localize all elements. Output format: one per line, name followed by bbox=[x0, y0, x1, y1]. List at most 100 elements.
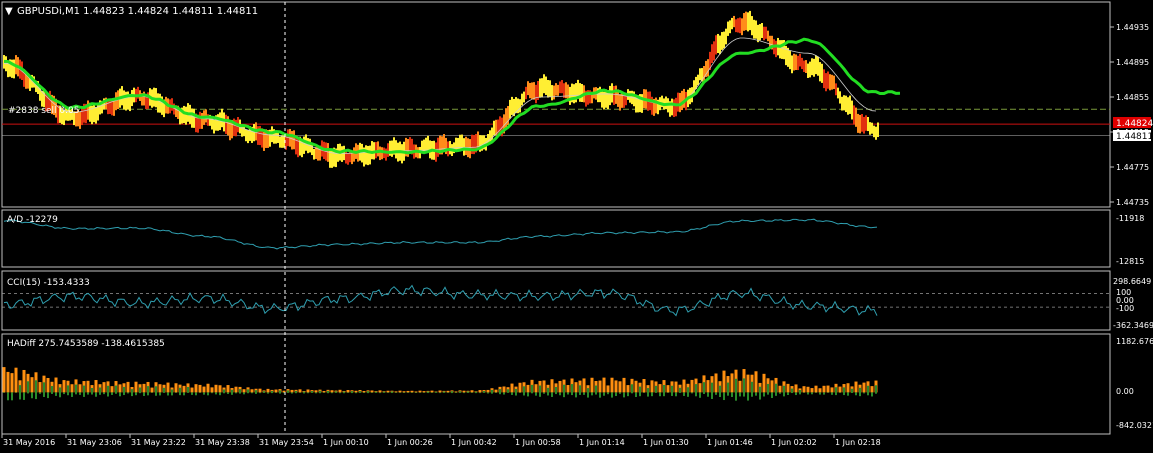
hadiff-bar-positive bbox=[738, 380, 742, 393]
hadiff-bar-negative bbox=[719, 392, 721, 398]
hadiff-bar-negative bbox=[511, 392, 513, 395]
hadiff-bar-overlay bbox=[539, 385, 541, 393]
hadiff-bar-positive bbox=[826, 385, 830, 393]
hadiff-bar-positive bbox=[306, 389, 310, 393]
hadiff-bar-positive bbox=[226, 385, 230, 393]
time-tick-label: 31 May 23:54 bbox=[259, 438, 314, 447]
hadiff-bar-overlay bbox=[851, 388, 853, 393]
hadiff-bar-negative bbox=[531, 392, 533, 394]
hadiff-bar-negative bbox=[51, 392, 53, 394]
hadiff-bar-overlay bbox=[43, 382, 45, 393]
cci-tick-max: 298.6649 bbox=[1113, 277, 1151, 286]
hadiff-bar-negative bbox=[851, 392, 853, 394]
hadiff-bar-negative bbox=[875, 392, 877, 394]
hadiff-bar-overlay bbox=[523, 386, 525, 393]
hadiff-bar-overlay bbox=[443, 391, 445, 393]
hadiff-bar-negative bbox=[31, 392, 33, 399]
hadiff-bar-negative bbox=[615, 392, 617, 397]
hadiff-bar-negative bbox=[255, 392, 257, 394]
pane-frames bbox=[1, 1, 1111, 435]
hadiff-bar-negative bbox=[579, 392, 581, 395]
hadiff-bar-negative bbox=[479, 392, 481, 394]
hadiff-bar-overlay bbox=[459, 391, 461, 393]
hadiff-bar-negative bbox=[375, 392, 377, 393]
hadiff-bar-negative bbox=[63, 392, 65, 395]
hadiff-bar-negative bbox=[727, 392, 729, 396]
hadiff-bar-overlay bbox=[287, 390, 289, 393]
hadiff-bar-overlay bbox=[547, 387, 549, 393]
hadiff-bar-positive bbox=[214, 384, 218, 393]
hadiff-bar-overlay bbox=[391, 391, 393, 393]
hadiff-bar-negative bbox=[347, 392, 349, 393]
hadiff-bar-positive bbox=[62, 380, 66, 393]
hadiff-bar-positive bbox=[14, 367, 18, 393]
time-tick-label: 31 May 23:38 bbox=[195, 438, 250, 447]
hadiff-bar-positive bbox=[242, 389, 246, 393]
hadiff-bar-negative bbox=[855, 392, 857, 396]
hadiff-bar-negative bbox=[739, 392, 741, 397]
cci-label: CCI(15) -153.4333 bbox=[7, 278, 90, 288]
hadiff-bar-positive bbox=[642, 379, 646, 393]
hadiff-bar-overlay bbox=[99, 387, 101, 393]
collapse-triangle-icon[interactable]: ▼ bbox=[5, 6, 13, 17]
hadiff-bar-negative bbox=[575, 392, 577, 398]
hadiff-bar-positive bbox=[810, 388, 814, 393]
hadiff-bar-negative bbox=[387, 392, 389, 393]
hadiff-bar-negative bbox=[295, 392, 297, 394]
hadiff-bar-positive bbox=[166, 382, 170, 393]
hadiff-bar-negative bbox=[559, 392, 561, 396]
hadiff-bar-negative bbox=[67, 392, 69, 396]
hadiff-bar-overlay bbox=[427, 391, 429, 393]
hadiff-bar-negative bbox=[439, 392, 441, 394]
hadiff-bar-negative bbox=[415, 392, 417, 394]
hadiff-bar-overlay bbox=[327, 390, 329, 393]
hadiff-bar-positive bbox=[118, 384, 122, 393]
hadiff-bar-negative bbox=[59, 392, 61, 398]
hadiff-bar-negative bbox=[107, 392, 109, 397]
hadiff-bar-positive bbox=[518, 382, 522, 393]
hadiff-bar-negative bbox=[231, 392, 233, 395]
time-tick-label: 1 Jun 02:18 bbox=[835, 438, 881, 447]
hadiff-bar-negative bbox=[163, 392, 165, 393]
hadiff-bar-negative bbox=[663, 392, 665, 397]
hadiff-bar-positive bbox=[870, 386, 874, 393]
hadiff-bar-overlay bbox=[587, 388, 589, 393]
current-price-white-text: 1.44811 bbox=[1116, 132, 1153, 142]
hadiff-bar-overlay bbox=[187, 386, 189, 393]
hadiff-bar-overlay bbox=[255, 390, 257, 393]
hadiff-bar-negative bbox=[175, 392, 177, 393]
price-candles[interactable] bbox=[3, 10, 879, 168]
hadiff-bar-overlay bbox=[59, 387, 61, 393]
hadiff-bar-overlay bbox=[475, 391, 477, 393]
hadiff-bar-positive bbox=[198, 384, 202, 393]
order-label[interactable]: #2838 sell 0.05 bbox=[8, 106, 79, 116]
hadiff-bar-positive bbox=[706, 380, 710, 393]
hadiff-bar-negative bbox=[87, 392, 89, 395]
hadiff-bar-negative bbox=[199, 392, 201, 393]
hadiff-tick-min: -842.0321 bbox=[1116, 421, 1153, 430]
hadiff-bar-overlay bbox=[867, 385, 869, 393]
hadiff-bar-overlay bbox=[343, 391, 345, 393]
hadiff-bar-negative bbox=[319, 392, 321, 394]
hadiff-bar-negative bbox=[287, 392, 289, 393]
hadiff-bar-positive bbox=[46, 377, 50, 393]
hadiff-bar-positive bbox=[618, 381, 622, 393]
hadiff-bar-negative bbox=[435, 392, 437, 393]
hadiff-bar-positive bbox=[622, 377, 626, 393]
hadiff-bar-negative bbox=[211, 392, 213, 394]
hadiff-bar-positive bbox=[370, 390, 374, 393]
hadiff-bar-positive bbox=[298, 389, 302, 393]
hadiff-bar-negative bbox=[583, 392, 585, 395]
time-tick-label: 1 Jun 00:58 bbox=[515, 438, 561, 447]
hadiff-bar-negative bbox=[431, 392, 433, 393]
hadiff-bar-negative bbox=[795, 392, 797, 396]
hadiff-bar-negative bbox=[171, 392, 173, 396]
hadiff-bar-positive bbox=[158, 384, 162, 393]
hadiff-bar-negative bbox=[263, 392, 265, 393]
hadiff-bar-negative bbox=[27, 392, 29, 394]
hadiff-bar-overlay bbox=[19, 385, 21, 393]
hadiff-bar-positive bbox=[6, 371, 10, 393]
hadiff-bar-overlay bbox=[859, 387, 861, 393]
